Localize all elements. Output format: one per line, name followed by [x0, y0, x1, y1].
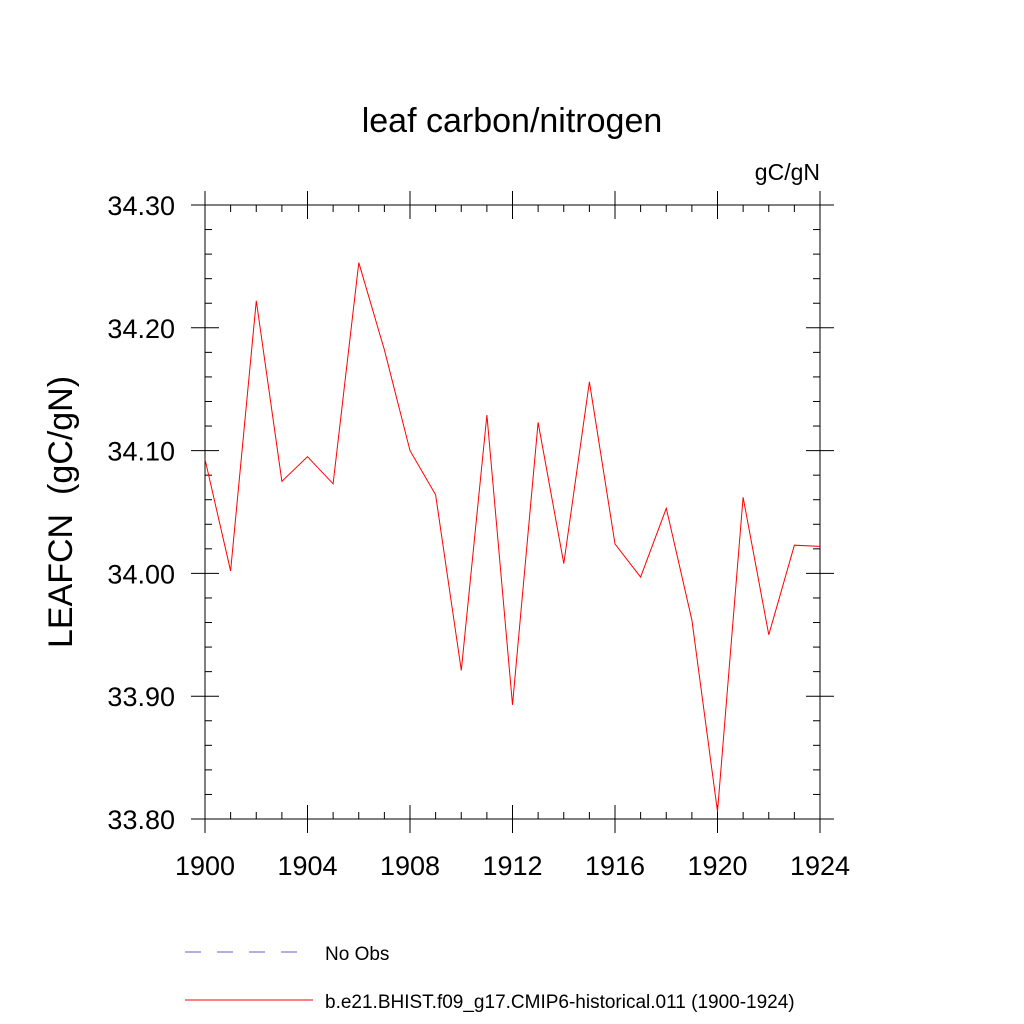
series-layer: [204, 262, 821, 812]
legend-label: b.e21.BHIST.f09_g17.CMIP6-historical.011…: [325, 992, 795, 1013]
x-tick-label: 1900: [175, 851, 235, 881]
y-tick-label: 34.20: [107, 314, 175, 344]
plot-area: 1900 1904 1908 1912 1916 1920 1924 33.80 33.90 34…: [107, 191, 850, 881]
series-line: [204, 262, 821, 812]
plot-frame: [204, 204, 821, 820]
legend: No Obs b.e21.BHIST.f09_g17.CMIP6-historic…: [185, 944, 795, 1013]
chart-title: leaf carbon/nitrogen: [362, 102, 663, 140]
y-tick-label: 34.30: [107, 191, 175, 221]
x-tick-label: 1924: [790, 851, 850, 881]
x-tick-label: 1908: [380, 851, 440, 881]
x-tick-label: 1920: [687, 851, 747, 881]
x-tick-label: 1904: [277, 851, 337, 881]
y-tick-label: 34.10: [107, 437, 175, 467]
x-tick-label: 1916: [585, 851, 645, 881]
y-tick-label: 34.00: [107, 559, 175, 589]
axis-tick-labels: 1900 1904 1908 1912 1916 1920 1924 33.80 33.90 34…: [107, 191, 850, 881]
legend-label: No Obs: [325, 944, 389, 965]
y-tick-label: 33.80: [107, 805, 175, 835]
y-tick-label: 33.90: [107, 682, 175, 712]
units-label: gC/gN: [755, 159, 820, 185]
x-tick-label: 1912: [482, 851, 542, 881]
axis-ticks: [191, 191, 834, 833]
y-axis-label: LEAFCN (gC/gN): [42, 376, 80, 648]
